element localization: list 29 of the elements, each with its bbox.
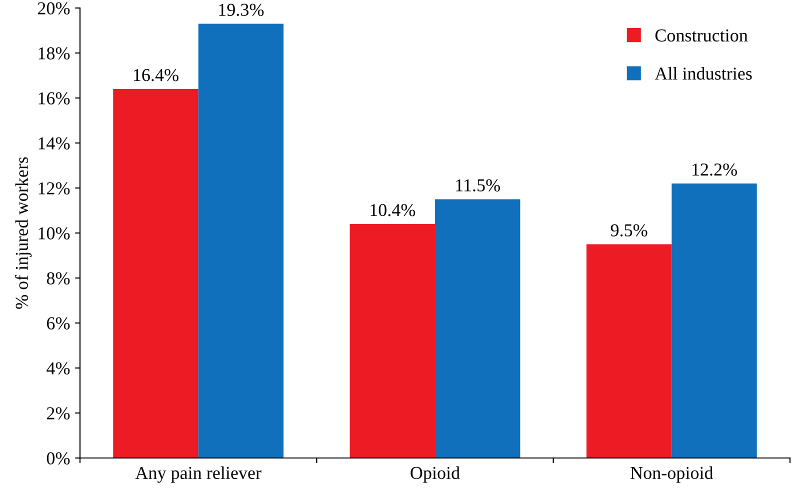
y-tick-label: 4% xyxy=(46,362,70,374)
x-tick-label: Any pain reliever xyxy=(135,466,262,483)
x-tick-label: Non-opioid xyxy=(630,466,714,483)
y-tick-label: 14% xyxy=(38,137,70,150)
bar xyxy=(435,199,520,458)
legend-label: Construction xyxy=(655,29,748,42)
y-tick-label: 12% xyxy=(38,182,70,194)
bar xyxy=(198,24,284,458)
y-tick-label: 20% xyxy=(38,2,70,14)
data-label: 9.5% xyxy=(610,224,648,236)
data-label: 16.4% xyxy=(134,68,178,82)
bar xyxy=(586,244,672,458)
data-label: 19.3% xyxy=(219,4,264,16)
data-label: 12.2% xyxy=(692,163,737,176)
legend-label: All industries xyxy=(654,67,752,80)
y-tick-label: 10% xyxy=(38,227,70,240)
x-tick-label: Opioid xyxy=(410,466,460,483)
y-tick-label: 16% xyxy=(38,92,70,104)
y-tick-label: 0% xyxy=(46,452,70,464)
y-tick-label: 8% xyxy=(46,272,70,284)
bar xyxy=(350,224,435,458)
data-label: 10.4% xyxy=(370,204,416,216)
y-tick-label: 2% xyxy=(47,407,70,420)
bar xyxy=(672,184,757,458)
y-tick-label: 18% xyxy=(38,47,70,60)
y-tick-label: 6% xyxy=(46,317,70,330)
y-axis-title: % of injured workers xyxy=(15,157,32,309)
data-label: 11.5% xyxy=(456,179,500,192)
bar xyxy=(113,89,198,458)
